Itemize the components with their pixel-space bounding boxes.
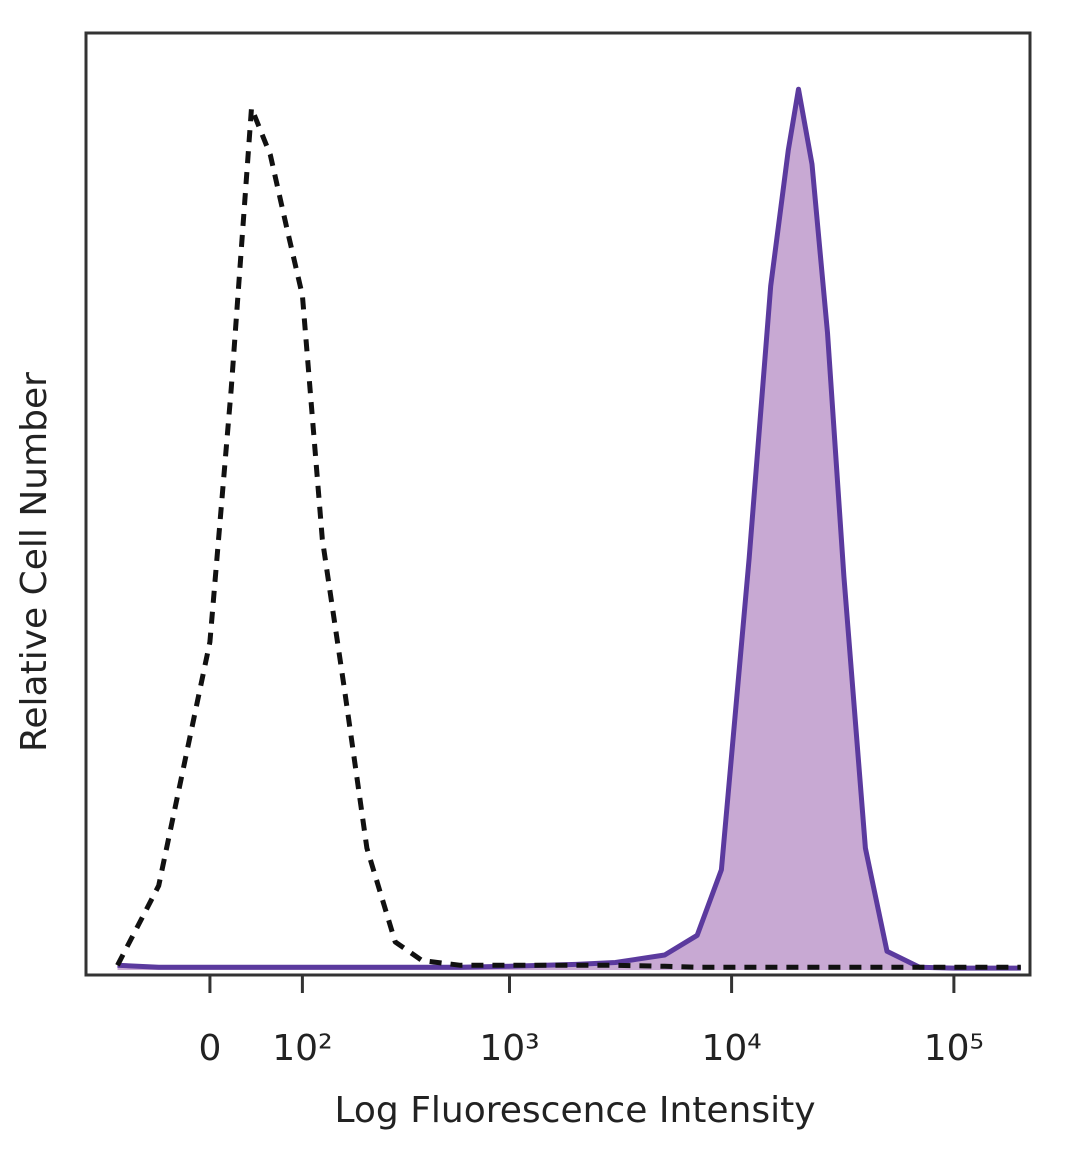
plot-frame <box>84 31 1032 977</box>
histogram-line <box>115 105 1021 970</box>
x-tick-label: 10⁵ <box>924 1028 984 1069</box>
x-axis-label: Log Fluorescence Intensity <box>334 1090 815 1131</box>
x-tick-label: 10² <box>272 1028 332 1069</box>
x-tick-label: 0 <box>198 1028 221 1069</box>
x-tick-label: 10⁴ <box>701 1028 761 1069</box>
histogram-line <box>117 86 1021 971</box>
x-tick-label: 10³ <box>479 1028 539 1069</box>
y-axis-label: Relative Cell Number <box>14 372 55 752</box>
histogram-fill <box>117 89 1021 970</box>
